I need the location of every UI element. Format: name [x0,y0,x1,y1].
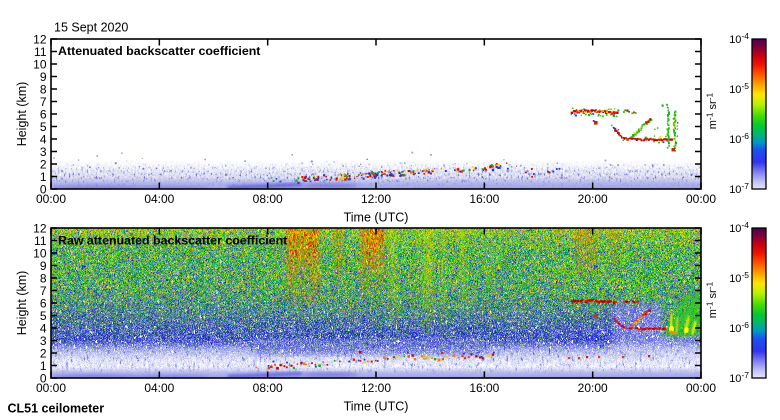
svg-text:00:00: 00:00 [36,192,66,206]
svg-text:20:00: 20:00 [578,381,608,395]
svg-text:04:00: 04:00 [144,192,174,206]
svg-text:8: 8 [40,83,47,97]
svg-text:12: 12 [33,33,47,47]
svg-text:11: 11 [34,45,47,59]
svg-text:15 Sept 2020: 15 Sept 2020 [54,21,128,35]
svg-text:7: 7 [40,284,47,298]
svg-text:5: 5 [40,120,47,134]
svg-text:12:00: 12:00 [361,192,391,206]
svg-text:1: 1 [40,170,47,184]
svg-text:10: 10 [33,247,47,261]
svg-text:CL51 ceilometer: CL51 ceilometer [8,402,105,416]
svg-text:0: 0 [40,372,47,386]
svg-text:20:00: 20:00 [578,192,608,206]
svg-text:Time (UTC): Time (UTC) [344,211,409,225]
svg-text:11: 11 [34,234,47,248]
svg-text:6: 6 [40,297,47,311]
svg-text:7: 7 [40,95,47,109]
svg-text:Time (UTC): Time (UTC) [344,400,409,414]
svg-text:6: 6 [40,108,47,122]
svg-text:3: 3 [40,145,47,159]
svg-text:4: 4 [40,133,47,147]
svg-text:10: 10 [33,58,47,72]
svg-text:9: 9 [40,70,47,84]
svg-text:0: 0 [40,183,47,197]
svg-text:4: 4 [40,322,47,336]
svg-text:00:00: 00:00 [686,381,716,395]
svg-text:Height (km): Height (km) [15,82,29,147]
svg-text:12: 12 [33,222,47,236]
svg-text:08:00: 08:00 [253,381,283,395]
svg-text:Height (km): Height (km) [15,271,29,336]
svg-text:2: 2 [40,158,47,172]
svg-text:Raw attenuated backscatter coe: Raw attenuated backscatter coefficient [58,234,287,248]
svg-text:00:00: 00:00 [686,192,716,206]
svg-text:12:00: 12:00 [361,381,391,395]
svg-text:3: 3 [40,334,47,348]
svg-text:2: 2 [40,347,47,361]
svg-text:16:00: 16:00 [469,381,499,395]
svg-text:5: 5 [40,309,47,323]
svg-text:9: 9 [40,259,47,273]
svg-text:04:00: 04:00 [144,381,174,395]
svg-text:8: 8 [40,272,47,286]
svg-text:16:00: 16:00 [469,192,499,206]
svg-text:08:00: 08:00 [253,192,283,206]
svg-text:1: 1 [40,359,47,373]
svg-text:00:00: 00:00 [36,381,66,395]
svg-text:Attenuated backscatter coeffic: Attenuated backscatter coefficient [58,44,260,58]
